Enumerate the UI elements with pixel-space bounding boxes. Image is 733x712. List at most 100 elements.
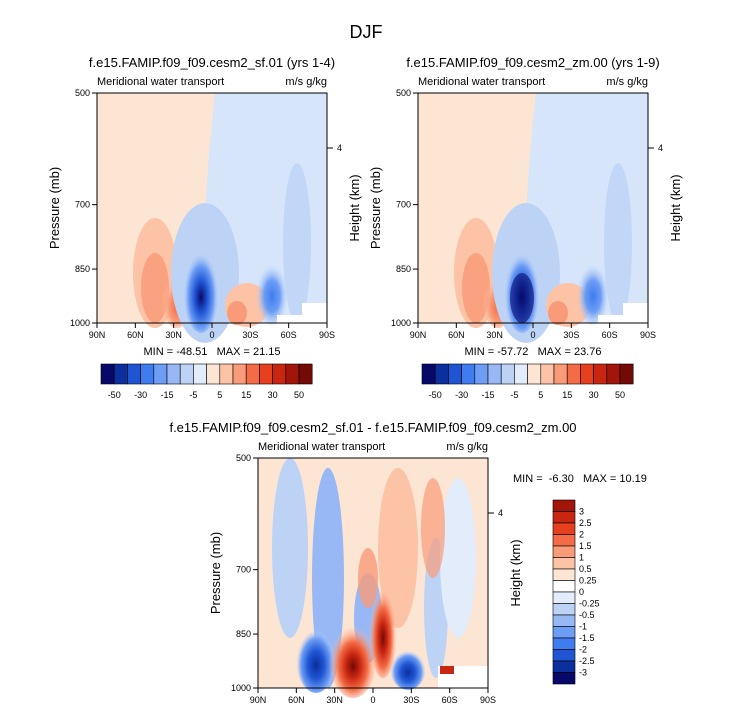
colorbar-swatch <box>474 363 489 385</box>
colorbar-label: 0.5 <box>579 564 592 574</box>
panel-3-x-tick-label: 90S <box>480 695 496 705</box>
panel-2-y-tick-label: 850 <box>396 264 411 274</box>
panel-2-ylabel-right: Height (km) <box>668 174 683 241</box>
colorbar-swatch <box>140 363 155 385</box>
colorbar-swatch <box>552 499 576 512</box>
panel-2-ylabel: Pressure (mb) <box>368 167 383 249</box>
panel-2: f.e15.FAMIP.f09_f09.cesm2_zm.00 (yrs 1-9… <box>368 55 683 358</box>
panel-1-right-label: m/s g/kg <box>285 76 327 88</box>
panel-1-y-ticks: 500 700 850 1000 <box>70 88 97 328</box>
panel-2-x-tick-label: 60N <box>448 330 465 340</box>
colorbar-swatch <box>552 545 576 558</box>
colorbar-swatch <box>553 363 568 385</box>
panel-2-x-tick-label: 90S <box>640 330 656 340</box>
panel-3-x-tick-label: 0 <box>370 695 375 705</box>
colorbar-swatch <box>580 363 594 385</box>
panel-3-y-tick-label: 500 <box>236 453 251 463</box>
colorbar-label: 2.5 <box>579 518 592 528</box>
panel-1-x-ticks: 90N 60N 30N 0 30S 60S 90S <box>89 323 335 340</box>
colorbar-label: 30 <box>268 390 278 400</box>
colorbar-label: 50 <box>615 390 625 400</box>
colorbar-label: -0.5 <box>579 610 595 620</box>
panel-3-x-tick-label: 30N <box>326 695 343 705</box>
panel-1-x-tick-label: 90N <box>89 330 106 340</box>
colorbar-top-right: -50 -30 -15 -5 5 15 30 50 <box>421 363 634 400</box>
panel-3-x-tick-label: 60S <box>442 695 458 705</box>
colorbar-swatch <box>593 363 608 385</box>
panel-3-y-ticks: 500 700 850 1000 <box>231 453 258 693</box>
panel-1-right-tick: 4 <box>337 143 342 153</box>
panel-2-x-tick-label: 60S <box>602 330 618 340</box>
colorbar-swatch <box>461 363 476 385</box>
panel-2-x-tick-label: 90N <box>410 330 427 340</box>
colorbar-swatch <box>606 363 621 385</box>
colorbar-swatch <box>166 363 181 385</box>
panel-2-left-label: Meridional water transport <box>418 76 545 88</box>
colorbar-label: -15 <box>481 390 494 400</box>
panel-3-x-tick-label: 60N <box>288 695 305 705</box>
colorbar-swatch <box>552 649 576 662</box>
panel-2-title: f.e15.FAMIP.f09_f09.cesm2_zm.00 (yrs 1-9… <box>406 55 659 70</box>
colorbar-label: 0.25 <box>579 576 597 586</box>
colorbar-swatch <box>552 603 576 616</box>
panel-3-left-label: Meridional water transport <box>258 441 385 453</box>
colorbar-label: 0 <box>579 587 584 597</box>
panel-1-x-tick-label: 30N <box>165 330 182 340</box>
figure-title: DJF <box>350 22 383 42</box>
colorbar-swatch <box>179 363 194 385</box>
colorbar-swatch <box>619 363 634 385</box>
colorbar-label: 30 <box>589 390 599 400</box>
panel-3-y-tick-label: 850 <box>236 629 251 639</box>
colorbar-swatch <box>552 580 576 593</box>
panel-3-ylabel: Pressure (mb) <box>208 532 223 614</box>
colorbar-label: -3 <box>579 668 587 678</box>
colorbar-top-left: -50 -30 -15 -5 5 15 30 50 <box>100 363 313 400</box>
colorbar-label: 5 <box>217 390 222 400</box>
panel-3-right-label: m/s g/kg <box>446 441 488 453</box>
panel-3-x-ticks: 90N 60N 30N 0 30S 60S 90S <box>250 688 496 705</box>
panel-1-x-tick-label: 0 <box>209 330 214 340</box>
colorbar-label: 15 <box>241 390 251 400</box>
panel-1-x-tick-label: 90S <box>319 330 335 340</box>
colorbar-swatch <box>127 363 141 385</box>
colorbar-swatch <box>552 568 576 581</box>
colorbar-label: 2 <box>579 530 584 540</box>
colorbar-label: -5 <box>510 390 518 400</box>
colorbar-swatch <box>153 363 168 385</box>
colorbar-swatch <box>298 363 313 385</box>
colorbar-swatch <box>552 511 576 524</box>
colorbar-swatch <box>540 363 555 385</box>
colorbar-swatch <box>487 363 502 385</box>
colorbar-swatch <box>421 363 436 385</box>
colorbar-swatch <box>552 660 576 673</box>
panel-2-y-tick-label: 700 <box>396 200 411 210</box>
colorbar-label: -2.5 <box>579 656 595 666</box>
colorbar-swatch <box>285 363 300 385</box>
colorbar-swatch <box>514 363 528 385</box>
colorbar-swatch <box>552 637 576 650</box>
panel-1-ylabel: Pressure (mb) <box>47 167 62 249</box>
colorbar-swatch <box>500 363 515 385</box>
colorbar-swatch <box>552 557 576 570</box>
colorbar-swatch <box>552 672 576 685</box>
panel-2-y-tick-label: 1000 <box>391 318 411 328</box>
colorbar-label: -1 <box>579 622 587 632</box>
panel-2-stats: MIN = -57.72 MAX = 23.76 <box>465 346 602 358</box>
colorbar-swatch <box>219 363 234 385</box>
colorbar-label: 1.5 <box>579 541 592 551</box>
panel-3-stats: MIN = -6.30 MAX = 10.19 <box>513 473 647 485</box>
colorbar-swatch <box>552 626 576 639</box>
colorbar-swatch <box>448 363 462 385</box>
panel-1-title: f.e15.FAMIP.f09_f09.cesm2_sf.01 (yrs 1-4… <box>89 55 335 70</box>
panel-1-x-tick-label: 30S <box>242 330 258 340</box>
colorbar-swatch <box>527 363 542 385</box>
colorbar-swatch <box>245 363 260 385</box>
colorbar-label: -15 <box>160 390 173 400</box>
panel-3-y-tick-label: 700 <box>236 565 251 575</box>
panel-1-x-tick-label: 60N <box>127 330 144 340</box>
panel-3-ylabel-right: Height (km) <box>508 539 523 606</box>
colorbar-swatch <box>206 363 221 385</box>
colorbar-swatch <box>100 363 115 385</box>
panel-2-right-tick: 4 <box>658 143 663 153</box>
